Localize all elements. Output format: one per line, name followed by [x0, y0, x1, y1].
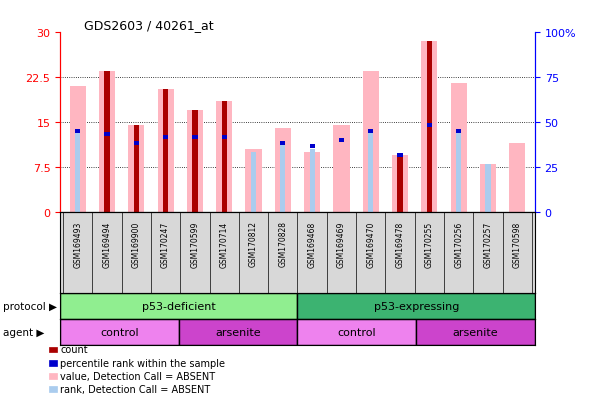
Bar — [192, 111, 198, 213]
Text: GSM170256: GSM170256 — [454, 221, 463, 267]
Bar — [179, 319, 297, 345]
Bar — [216, 102, 232, 213]
Text: value, Detection Call = ABSENT: value, Detection Call = ABSENT — [60, 371, 215, 381]
Text: GSM170714: GSM170714 — [220, 221, 229, 267]
Text: GSM169468: GSM169468 — [308, 221, 317, 267]
Text: p53-expressing: p53-expressing — [373, 301, 459, 311]
Text: GSM170598: GSM170598 — [513, 221, 522, 267]
Bar — [421, 42, 438, 213]
Text: GSM170255: GSM170255 — [425, 221, 434, 267]
Bar — [304, 153, 320, 213]
Bar — [222, 102, 227, 213]
Bar — [192, 138, 198, 213]
Bar — [60, 293, 297, 319]
Text: GSM169494: GSM169494 — [103, 221, 112, 267]
Bar — [368, 130, 373, 134]
Bar — [427, 42, 432, 213]
Bar — [222, 138, 227, 213]
Bar — [456, 132, 462, 213]
Bar — [509, 144, 525, 213]
Text: GSM169900: GSM169900 — [132, 221, 141, 267]
Bar — [75, 132, 81, 213]
Bar — [163, 138, 168, 213]
Bar — [486, 165, 490, 213]
Text: GDS2603 / 40261_at: GDS2603 / 40261_at — [84, 19, 213, 32]
Bar — [222, 136, 227, 140]
Text: GSM169469: GSM169469 — [337, 221, 346, 267]
Bar — [368, 132, 373, 213]
Bar — [416, 319, 535, 345]
Text: GSM170828: GSM170828 — [278, 221, 287, 267]
Text: GSM170599: GSM170599 — [191, 221, 200, 267]
Bar — [397, 156, 403, 213]
Bar — [280, 142, 285, 146]
Bar — [133, 142, 139, 146]
Bar — [480, 165, 496, 213]
Bar — [297, 319, 416, 345]
Bar — [275, 129, 291, 213]
Bar — [99, 72, 115, 213]
Text: control: control — [100, 327, 139, 337]
Bar — [105, 72, 109, 213]
Bar — [163, 90, 168, 213]
Bar — [339, 139, 344, 143]
Bar — [245, 150, 261, 213]
Bar — [133, 126, 139, 213]
Bar — [310, 145, 315, 149]
Bar — [128, 126, 144, 213]
Bar — [397, 154, 403, 158]
Text: GSM170812: GSM170812 — [249, 221, 258, 267]
Bar — [363, 72, 379, 213]
Text: p53-deficient: p53-deficient — [142, 301, 216, 311]
Text: GSM169478: GSM169478 — [395, 221, 404, 267]
Text: GSM169493: GSM169493 — [73, 221, 82, 267]
Text: arsenite: arsenite — [453, 327, 498, 337]
Text: GSM169470: GSM169470 — [366, 221, 375, 267]
Bar — [157, 90, 174, 213]
Bar — [280, 144, 285, 213]
Bar — [310, 150, 315, 213]
Text: rank, Detection Call = ABSENT: rank, Detection Call = ABSENT — [60, 384, 210, 394]
Text: agent ▶: agent ▶ — [3, 327, 44, 337]
Text: count: count — [60, 344, 88, 355]
Text: control: control — [338, 327, 376, 337]
Bar — [60, 319, 179, 345]
Bar — [251, 153, 256, 213]
Text: GSM170257: GSM170257 — [483, 221, 492, 267]
Bar — [451, 84, 467, 213]
Bar — [70, 87, 86, 213]
Bar — [75, 130, 81, 134]
Bar — [297, 293, 535, 319]
Text: percentile rank within the sample: percentile rank within the sample — [60, 358, 225, 368]
Bar — [105, 133, 109, 137]
Bar — [192, 136, 198, 140]
Bar — [456, 130, 462, 134]
Bar — [133, 144, 139, 213]
Bar — [392, 156, 408, 213]
Text: arsenite: arsenite — [215, 327, 261, 337]
Bar — [427, 126, 432, 213]
Bar — [427, 124, 432, 128]
Text: GSM170247: GSM170247 — [161, 221, 170, 267]
Text: protocol ▶: protocol ▶ — [3, 301, 57, 311]
Bar — [187, 111, 203, 213]
Bar — [163, 136, 168, 140]
Bar — [334, 126, 350, 213]
